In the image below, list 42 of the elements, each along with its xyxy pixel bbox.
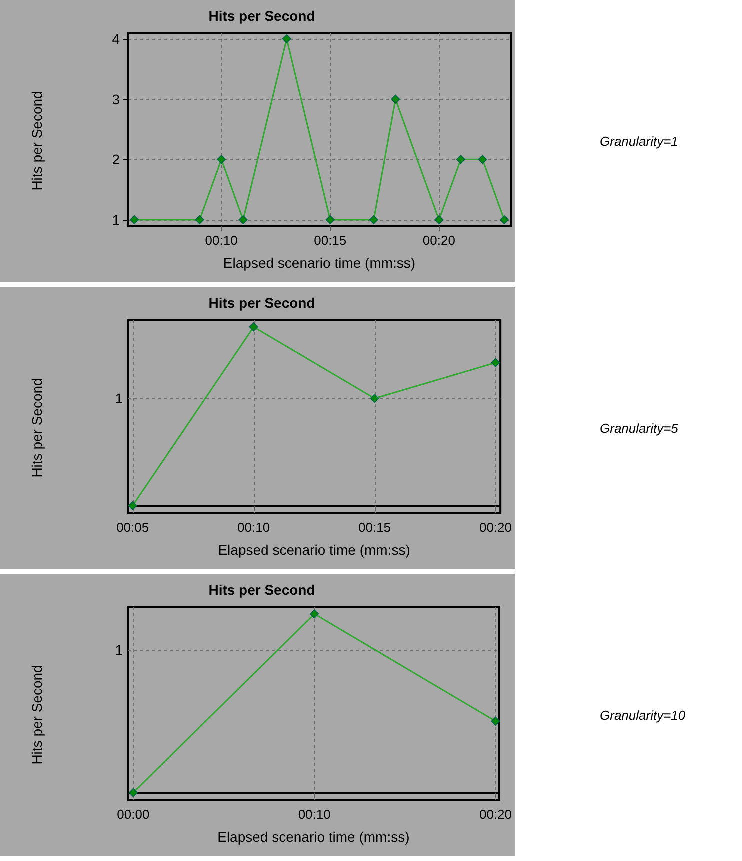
x-tick-label: 00:15 [314,233,347,248]
point [369,215,378,224]
point [491,358,500,368]
point [434,215,444,224]
y-tick-label: 3 [112,91,120,108]
point [370,394,380,404]
x-tick-label: 00:10 [298,807,331,822]
point [238,215,248,224]
point [130,215,140,224]
y-axis-title: Hits per Second [29,665,45,765]
text: Granularity=10 [600,708,686,722]
point [456,155,466,164]
x-tick-label: 00:10 [238,520,270,535]
x-axis-title: Elapsed scenario time (mm:ss) [218,542,410,558]
point [478,155,488,164]
point [217,155,226,164]
x-tick-label: 00:15 [358,520,392,535]
x-axis-title: Elapsed scenario time (mm:ss) [218,829,410,845]
point [326,215,335,224]
x-tick-label: 00:00 [117,807,150,822]
chart-title: Hits per Second [208,8,316,24]
y-tick-label: 2 [112,152,120,168]
x-tick-label: 00:20 [479,807,512,822]
y-tick-label: 1 [112,212,120,228]
y-axis-title: Hits per Second [29,91,45,191]
point [391,94,400,104]
y-tick-label: 4 [112,31,120,48]
point [500,215,509,224]
x-tick-label: 00:20 [479,520,512,535]
point [282,34,292,44]
x-axis-title: Elapsed scenario time (mm:ss) [223,255,416,271]
x-tick-label: 00:10 [205,233,238,248]
x-tick-label: 00:05 [116,520,150,535]
chart-title: Hits per Second [208,582,316,598]
text: Granularity=1 [600,134,678,148]
y-axis-title: Hits per Second [29,378,45,478]
x-tick-label: 00:20 [422,233,456,248]
point [128,501,138,510]
chart-title: Hits per Second [208,295,316,311]
point [249,322,258,332]
point [195,215,204,224]
text: Granularity=5 [600,420,678,436]
